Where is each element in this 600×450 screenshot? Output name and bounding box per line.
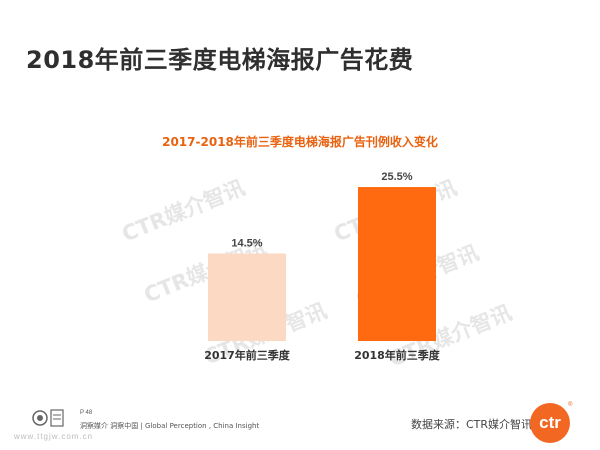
data-source: 数据来源：CTR媒介智讯 — [411, 418, 533, 431]
data-label: 14.5% — [231, 237, 262, 249]
category-label: 2018年前三季度 — [354, 348, 441, 362]
registered-mark: ® — [568, 402, 573, 408]
chart-title: 2017-2018年前三季度电梯海报广告刊例收入变化 — [162, 135, 438, 149]
bar — [208, 253, 286, 341]
bar — [358, 187, 436, 341]
footer-tagline: 洞察媒介 洞察中国 | Global Perception , China In… — [80, 422, 260, 430]
footer-url: www.ttgjw.com.cn — [14, 432, 94, 441]
ctr-logo: ctr — [530, 403, 570, 443]
category-label: 2017年前三季度 — [204, 348, 291, 362]
page-number: P 48 — [80, 410, 93, 416]
data-label: 25.5% — [381, 171, 412, 183]
certification-icon — [32, 409, 64, 427]
page-title: 2018年前三季度电梯海报广告花费 — [26, 46, 414, 74]
